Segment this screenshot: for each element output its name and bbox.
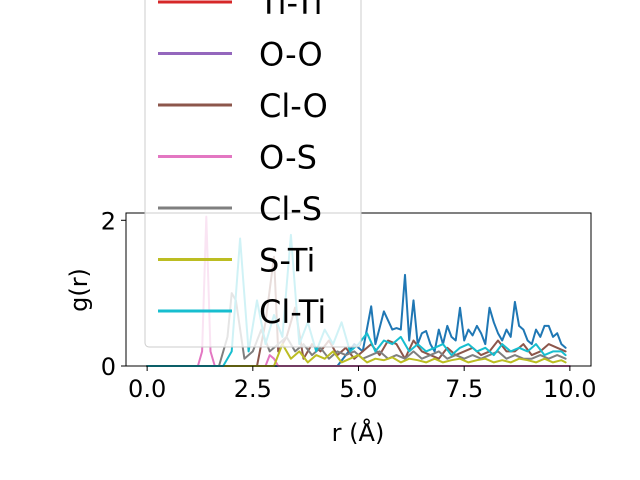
legend-label-cl-ti: Cl-Ti bbox=[259, 293, 326, 331]
legend-label-cl-o: Cl-O bbox=[259, 87, 328, 125]
x-tick-label: 0.0 bbox=[128, 375, 166, 403]
legend-label-o-o: O-O bbox=[259, 36, 323, 74]
y-tick-label: 0 bbox=[101, 353, 116, 381]
legend-label-ti-ti: Ti-Ti bbox=[258, 0, 323, 22]
legend-label-o-s: O-S bbox=[259, 139, 317, 177]
y-axis-label: g(r) bbox=[65, 268, 93, 312]
legend-label-cl-s: Cl-S bbox=[259, 190, 322, 228]
series-line-cl-cl bbox=[146, 273, 567, 367]
legend-label-s-ti: S-Ti bbox=[259, 242, 315, 280]
y-tick-label: 2 bbox=[101, 207, 116, 235]
x-tick-label: 5.0 bbox=[339, 375, 377, 403]
y-axis-ticks: 02 bbox=[101, 207, 126, 381]
series-line-s-ti bbox=[146, 343, 567, 367]
x-tick-label: 10.0 bbox=[543, 375, 596, 403]
x-tick-label: 7.5 bbox=[445, 375, 483, 403]
x-axis-label: r (Å) bbox=[332, 418, 385, 447]
x-tick-label: 2.5 bbox=[234, 375, 272, 403]
x-axis-ticks: 0.0 2.5 5.0 7.5 10.0 bbox=[128, 366, 597, 403]
legend: Ti-Ti O-O Cl-O O-S Cl-S S-Ti Cl-Ti bbox=[144, 0, 362, 348]
